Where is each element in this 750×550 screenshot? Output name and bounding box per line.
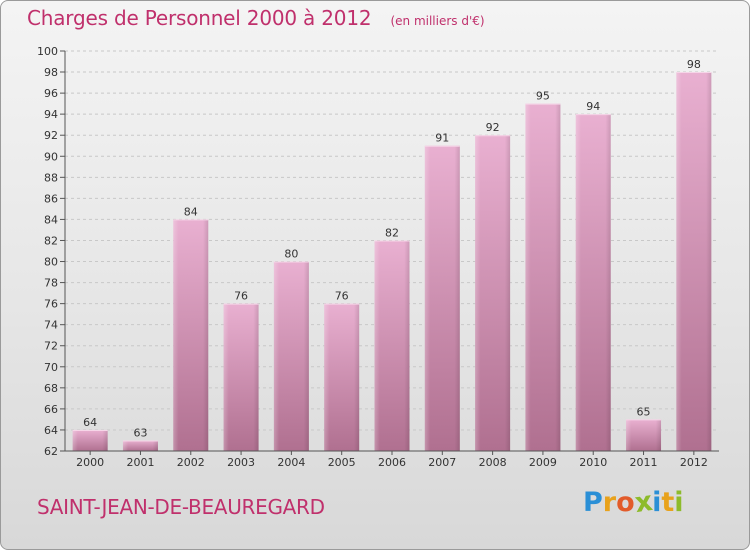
y-tick-label: 72 — [44, 340, 58, 353]
x-tick-label: 2000 — [76, 456, 104, 469]
y-axis: 62 64 66 68 70 72 74 76 78 80 82 84 86 88 90 92 94 96 98 10… — [37, 45, 66, 458]
x-tick-label: 2003 — [227, 456, 255, 469]
chart-subtitle: (en milliers d'€) — [390, 14, 485, 28]
logo-letter: x — [632, 485, 655, 520]
bar-shade — [72, 429, 108, 451]
x-tick-label: 2010 — [579, 456, 607, 469]
value-label: 76 — [234, 290, 248, 303]
chart-title: Charges de Personnel 2000 à 2012 — [27, 6, 372, 30]
value-label: 82 — [385, 226, 399, 239]
title-row: Charges de Personnel 2000 à 2012 (en mil… — [27, 6, 485, 30]
bar-shade — [324, 303, 360, 451]
x-tick-label: 2011 — [630, 456, 658, 469]
y-tick-label: 78 — [44, 277, 58, 290]
value-label: 65 — [637, 405, 651, 418]
value-label: 63 — [133, 426, 147, 439]
value-label: 64 — [83, 416, 97, 429]
y-tick-label: 82 — [44, 234, 58, 247]
bar-shade — [374, 240, 410, 451]
y-tick-label: 86 — [44, 192, 58, 205]
logo-letter: i — [652, 487, 662, 518]
logo-letter: i — [674, 487, 684, 518]
x-tick-label: 2005 — [328, 456, 356, 469]
y-tick-label: 98 — [44, 66, 58, 79]
x-tick-label: 2012 — [680, 456, 708, 469]
value-label: 76 — [335, 290, 349, 303]
y-tick-label: 100 — [37, 45, 58, 58]
bar-shade — [273, 261, 309, 451]
logo-letter: P — [583, 487, 603, 518]
bars — [72, 72, 712, 452]
y-tick-label: 88 — [44, 171, 58, 184]
proxiti-logo: Proxiti — [583, 485, 684, 520]
bar-shade — [676, 72, 712, 451]
value-labels: 64 63 84 76 80 76 82 91 92 95 94 65 98 — [83, 58, 701, 439]
value-label: 92 — [486, 121, 500, 134]
y-tick-label: 96 — [44, 87, 58, 100]
value-label: 84 — [184, 205, 198, 218]
value-label: 95 — [536, 90, 550, 103]
y-tick-label: 92 — [44, 129, 58, 142]
x-tick-label: 2007 — [428, 456, 456, 469]
value-label: 98 — [687, 58, 701, 71]
y-tick-label: 74 — [44, 319, 58, 332]
y-tick-label: 84 — [44, 213, 58, 226]
x-tick-label: 2006 — [378, 456, 406, 469]
y-tick-label: 80 — [44, 256, 58, 269]
value-label: 80 — [284, 248, 298, 261]
bar-shade — [525, 103, 561, 451]
logo-letter: o — [616, 487, 635, 518]
y-tick-label: 70 — [44, 361, 58, 374]
bar-shade — [575, 114, 611, 451]
x-tick-label: 2009 — [529, 456, 557, 469]
y-tick-label: 62 — [44, 445, 58, 458]
bar-shade — [223, 303, 259, 451]
y-tick-label: 90 — [44, 150, 58, 163]
logo-letter: r — [602, 487, 617, 518]
x-axis: 2000 2001 2002 2003 2004 2005 2006 2007 2008 2009… — [65, 450, 719, 469]
value-label: 91 — [435, 132, 449, 145]
bar-shade — [424, 145, 460, 451]
x-tick-label: 2001 — [126, 456, 154, 469]
x-tick-label: 2004 — [277, 456, 305, 469]
y-tick-label: 94 — [44, 108, 58, 121]
y-tick-label: 68 — [44, 382, 58, 395]
place-name: SAINT-JEAN-DE-BEAUREGARD — [37, 495, 325, 519]
x-tick-label: 2008 — [479, 456, 507, 469]
x-tick-label: 2002 — [177, 456, 205, 469]
bar-shade — [173, 219, 209, 451]
bar-shade — [122, 440, 158, 451]
y-tick-label: 66 — [44, 403, 58, 416]
y-tick-label: 76 — [44, 298, 58, 311]
logo-letter: t — [661, 487, 675, 518]
value-label: 94 — [586, 100, 600, 113]
y-tick-label: 64 — [44, 424, 58, 437]
bar-shade — [475, 135, 511, 452]
bar-shade — [626, 419, 662, 451]
